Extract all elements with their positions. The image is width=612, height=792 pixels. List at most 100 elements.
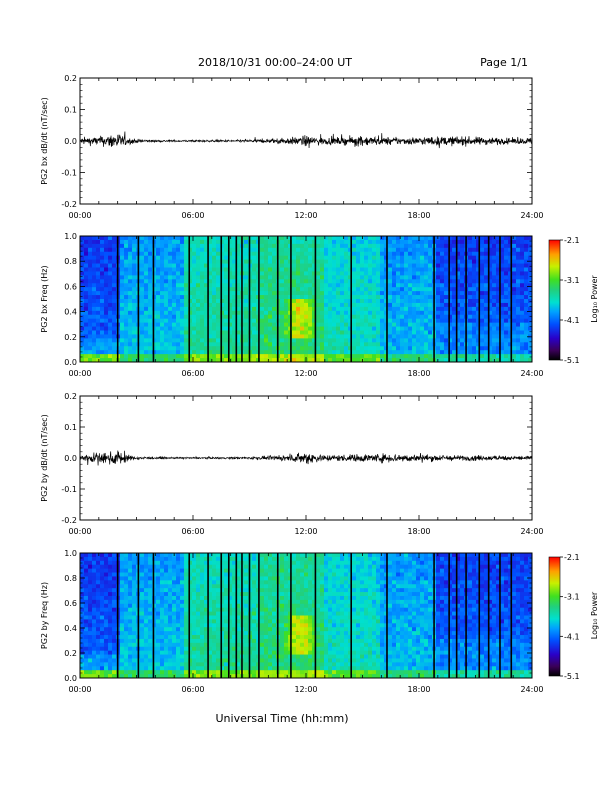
- heatmap-cell: [524, 251, 529, 257]
- heatmap-cell: [88, 603, 93, 609]
- heatmap-cell: [92, 326, 97, 331]
- heatmap-cell: [476, 251, 481, 257]
- heatmap-cell: [484, 251, 489, 257]
- heatmap-cell: [348, 322, 353, 327]
- heatmap-cell: [224, 338, 229, 343]
- heatmap-cell: [312, 318, 317, 324]
- heatmap-cell: [216, 322, 221, 327]
- heatmap-cell: [500, 334, 505, 339]
- heatmap-cell: [188, 611, 193, 616]
- heatmap-cell: [200, 322, 205, 327]
- heatmap-cell: [516, 259, 521, 264]
- heatmap-cell: [132, 553, 137, 558]
- heatmap-cell: [352, 271, 357, 276]
- heatmap-cell: [480, 302, 485, 308]
- heatmap-cell: [468, 259, 473, 264]
- heatmap-cell: [128, 635, 133, 640]
- heatmap-cell: [512, 267, 517, 272]
- heatmap-cell: [252, 326, 257, 331]
- heatmap-cell: [340, 346, 345, 351]
- heatmap-cell: [380, 330, 385, 335]
- heatmap-cell: [84, 263, 89, 268]
- heatmap-cell: [512, 334, 517, 339]
- heatmap-cell: [80, 627, 85, 632]
- heatmap-cell: [428, 263, 433, 268]
- heatmap-cell: [244, 283, 249, 288]
- heatmap-cell: [160, 627, 165, 632]
- heatmap-cell: [280, 271, 285, 276]
- heatmap-cell: [128, 299, 133, 304]
- heatmap-cell: [132, 556, 137, 562]
- heatmap-cell: [124, 580, 129, 585]
- heatmap-cell: [372, 342, 377, 347]
- heatmap-cell: [188, 267, 193, 272]
- heatmap-cell: [456, 318, 461, 324]
- heatmap-cell: [480, 279, 485, 284]
- heatmap-cell: [364, 346, 369, 351]
- heatmap-cell: [396, 271, 401, 276]
- heatmap-cell: [120, 595, 125, 601]
- heatmap-cell: [452, 299, 457, 304]
- heatmap-cell: [88, 662, 93, 667]
- heatmap-cell: [328, 350, 333, 355]
- heatmap-cell: [356, 299, 361, 304]
- heatmap-cell: [376, 354, 381, 359]
- heatmap-cell: [444, 338, 449, 343]
- heatmap-cell: [252, 243, 257, 249]
- heatmap-cell: [388, 354, 393, 359]
- heatmap-cell: [428, 271, 433, 276]
- heatmap-cell: [100, 338, 105, 343]
- heatmap-cell: [124, 350, 129, 355]
- heatmap-cell: [176, 635, 181, 640]
- heatmap-cell: [160, 564, 165, 570]
- heatmap-cell: [80, 326, 85, 331]
- heatmap-cell: [188, 302, 193, 308]
- heatmap-cell: [232, 302, 237, 308]
- heatmap-cell: [212, 247, 217, 253]
- heatmap-cell: [408, 342, 413, 347]
- heatmap-cell: [280, 255, 285, 261]
- heatmap-cell: [416, 275, 421, 280]
- heatmap-cell: [92, 662, 97, 667]
- heatmap-cell: [320, 247, 325, 253]
- heatmap-cell: [128, 623, 133, 628]
- heatmap-cell: [88, 584, 93, 589]
- heatmap-cell: [216, 275, 221, 280]
- heatmap-cell: [204, 306, 209, 312]
- heatmap-cell: [140, 588, 145, 593]
- heatmap-cell: [156, 239, 161, 245]
- heatmap-cell: [192, 306, 197, 312]
- heatmap-cell: [440, 358, 445, 363]
- heatmap-cell: [104, 638, 109, 644]
- heatmap-cell: [216, 243, 221, 249]
- heatmap-cell: [372, 247, 377, 253]
- heatmap-cell: [512, 310, 517, 316]
- heatmap-cell: [436, 330, 441, 335]
- heatmap-cell: [172, 584, 177, 589]
- heatmap-cell: [112, 338, 117, 343]
- heatmap-cell: [180, 255, 185, 261]
- heatmap-cell: [96, 595, 101, 601]
- heatmap-cell: [496, 334, 501, 339]
- heatmap-cell: [92, 279, 97, 284]
- heatmap-cell: [244, 338, 249, 343]
- heatmap-cell: [468, 310, 473, 316]
- heatmap-cell: [508, 295, 513, 300]
- heatmap-cell: [188, 576, 193, 581]
- heatmap-cell: [220, 299, 225, 304]
- heatmap-cell: [356, 354, 361, 359]
- heatmap-cell: [524, 299, 529, 304]
- heatmap-cell: [332, 251, 337, 257]
- heatmap-cell: [140, 318, 145, 324]
- heatmap-cell: [352, 251, 357, 257]
- heatmap-cell: [356, 251, 361, 257]
- heatmap-cell: [524, 334, 529, 339]
- heatmap-cell: [452, 255, 457, 261]
- heatmap-cell: [144, 666, 149, 671]
- heatmap-cell: [192, 588, 197, 593]
- heatmap-cell: [260, 295, 265, 300]
- heatmap-cell: [188, 560, 193, 566]
- heatmap-cell: [348, 283, 353, 288]
- heatmap-cell: [192, 627, 197, 632]
- heatmap-cell: [268, 236, 273, 241]
